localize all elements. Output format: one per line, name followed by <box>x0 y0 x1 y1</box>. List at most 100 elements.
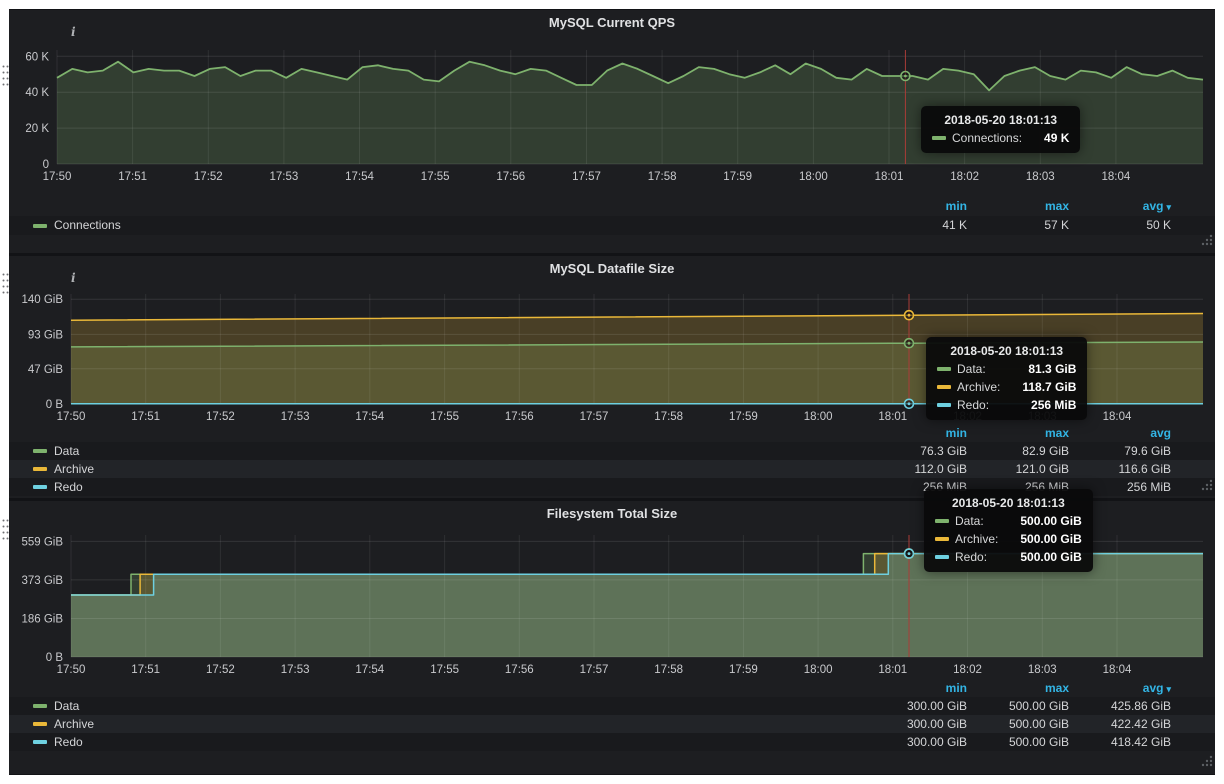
legend-series-label: Redo <box>54 733 83 751</box>
legend-series-color-dash <box>33 224 47 228</box>
x-axis-tick-label: 17:58 <box>654 411 683 422</box>
panel-title[interactable]: MySQL Datafile Size <box>9 256 1215 282</box>
x-axis-tick-label: 17:57 <box>580 411 609 422</box>
legend-stat-header-max[interactable]: max <box>967 197 1069 216</box>
legend: minmaxavgData76.3 GiB82.9 GiB79.6 GiBArc… <box>9 424 1215 496</box>
x-axis-tick-label: 18:00 <box>799 171 828 183</box>
legend-max-value: 57 K <box>967 216 1069 235</box>
panel-drag-handle[interactable] <box>1 272 10 300</box>
x-axis-tick-label: 18:04 <box>1103 664 1132 676</box>
legend-series-color-dash <box>33 740 47 744</box>
panel-resize-handle[interactable] <box>1200 478 1213 496</box>
legend-stat-header-min[interactable]: min <box>865 679 967 697</box>
legend-series-color-dash <box>33 704 47 708</box>
x-axis-tick-label: 18:04 <box>1102 171 1131 183</box>
legend-max-value: 82.9 GiB <box>967 442 1069 460</box>
y-axis-tick-label: 93 GiB <box>28 329 63 341</box>
legend-row-connections: Connections41 K57 K50 K <box>9 216 1215 235</box>
legend-stat-header-avg[interactable]: avg <box>1069 424 1171 442</box>
caret-down-icon: ▾ <box>1166 202 1171 212</box>
legend-header-row: minmaxavg▾ <box>9 197 1215 216</box>
hover-point-dot <box>904 75 907 78</box>
x-axis-tick-label: 18:03 <box>1028 664 1057 676</box>
y-axis-tick-label: 0 B <box>46 652 64 664</box>
legend-avg-value: 50 K <box>1069 216 1171 235</box>
legend-series-label: Data <box>54 442 79 460</box>
y-axis-tick-label: 140 GiB <box>21 294 63 306</box>
x-axis-tick-label: 17:54 <box>355 411 384 422</box>
hover-point-dot <box>908 342 911 345</box>
x-axis-tick-label: 17:50 <box>57 664 86 676</box>
legend-series-toggle-connections[interactable]: Connections <box>33 216 865 235</box>
legend-min-value: 300.00 GiB <box>865 715 967 733</box>
legend-max-value: 500.00 GiB <box>967 715 1069 733</box>
panel-title[interactable]: MySQL Current QPS <box>9 10 1215 36</box>
legend-stat-header-max[interactable]: max <box>967 679 1069 697</box>
timeseries-chart-datafile[interactable]: 140 GiB93 GiB47 GiB0 B17:5017:5117:5217:… <box>9 282 1215 422</box>
legend-row-archive: Archive300.00 GiB500.00 GiB422.42 GiB <box>9 715 1215 733</box>
hover-point-dot <box>908 552 911 555</box>
panel-mysql-datafile-size: MySQL Datafile Size i 140 GiB 93 GiB 47 Gi… <box>9 256 1215 498</box>
timeseries-chart-qps[interactable]: 60 K40 K20 K017:5017:5117:5217:5317:5417… <box>9 36 1215 188</box>
x-axis-tick-label: 17:57 <box>572 171 601 183</box>
x-axis-tick-label: 17:52 <box>206 664 235 676</box>
panel-resize-handle[interactable] <box>1200 233 1213 251</box>
legend-stat-header-min[interactable]: min <box>865 424 967 442</box>
legend-series-toggle-redo[interactable]: Redo <box>33 733 865 751</box>
legend-min-value: 112.0 GiB <box>865 460 967 478</box>
legend-row-archive: Archive112.0 GiB121.0 GiB116.6 GiB <box>9 460 1215 478</box>
panel-drag-handle[interactable] <box>1 518 10 546</box>
legend-avg-value: 418.42 GiB <box>1069 733 1171 751</box>
legend-row-data: Data76.3 GiB82.9 GiB79.6 GiB <box>9 442 1215 460</box>
hover-point-dot <box>908 314 911 317</box>
legend-series-label: Archive <box>54 715 94 733</box>
x-axis-tick-label: 18:00 <box>804 664 833 676</box>
legend-stat-header-avg[interactable]: avg▾ <box>1069 197 1171 217</box>
y-axis-tick-label: 0 B <box>46 399 64 411</box>
legend-series-toggle-archive[interactable]: Archive <box>33 460 865 478</box>
info-icon[interactable]: i <box>71 25 76 39</box>
x-axis-tick-label: 18:01 <box>878 664 907 676</box>
info-icon[interactable]: i <box>71 271 76 285</box>
legend-series-toggle-archive[interactable]: Archive <box>33 715 865 733</box>
grafana-dashboard: MySQL Current QPS i 60 K40 K20 K017:5017… <box>9 9 1215 775</box>
legend-row-redo: Redo300.00 GiB500.00 GiB418.42 GiB <box>9 733 1215 751</box>
y-axis-tick-label: 47 GiB <box>28 364 63 376</box>
x-axis-tick-label: 17:53 <box>281 411 310 422</box>
x-axis-tick-label: 17:55 <box>430 411 459 422</box>
legend-series-label: Connections <box>54 216 121 235</box>
y-axis-tick-label: 40 K <box>25 87 49 99</box>
legend-series-label: Data <box>54 697 79 715</box>
legend-stat-header-avg[interactable]: avg▾ <box>1069 679 1171 698</box>
y-axis-tick-label: 60 K <box>25 51 49 63</box>
legend-header-row: minmaxavg <box>9 424 1215 442</box>
legend: minmaxavg▾Connections41 K57 K50 K <box>9 197 1215 235</box>
panel-resize-handle[interactable] <box>1200 754 1213 772</box>
legend-series-toggle-data[interactable]: Data <box>33 442 865 460</box>
legend-max-value: 500.00 GiB <box>967 697 1069 715</box>
legend-series-color-dash <box>33 485 47 489</box>
timeseries-chart-filesystem[interactable]: 559 GiB373 GiB186 GiB0 B17:5017:5117:521… <box>9 527 1215 677</box>
legend-stat-header-max[interactable]: max <box>967 424 1069 442</box>
panel-title[interactable]: Filesystem Total Size <box>9 501 1215 527</box>
x-axis-tick-label: 18:03 <box>1028 411 1057 422</box>
x-axis-tick-label: 17:54 <box>355 664 384 676</box>
legend-stat-header-min[interactable]: min <box>865 197 967 216</box>
x-axis-tick-label: 18:02 <box>953 411 982 422</box>
x-axis-tick-label: 17:52 <box>194 171 223 183</box>
legend-series-toggle-redo[interactable]: Redo <box>33 478 865 496</box>
x-axis-tick-label: 17:52 <box>206 411 235 422</box>
legend-series-toggle-data[interactable]: Data <box>33 697 865 715</box>
hover-point-dot <box>908 402 911 405</box>
x-axis-tick-label: 18:01 <box>878 411 907 422</box>
x-axis-tick-label: 17:55 <box>430 664 459 676</box>
legend-series-label: Archive <box>54 460 94 478</box>
x-axis-tick-label: 17:59 <box>729 664 758 676</box>
x-axis-tick-label: 17:50 <box>57 411 86 422</box>
legend-series-color-dash <box>33 449 47 453</box>
x-axis-tick-label: 17:51 <box>118 171 147 183</box>
legend-series-color-dash <box>33 467 47 471</box>
legend-min-value: 76.3 GiB <box>865 442 967 460</box>
legend-max-value: 500.00 GiB <box>967 733 1069 751</box>
panel-drag-handle[interactable] <box>1 64 10 92</box>
